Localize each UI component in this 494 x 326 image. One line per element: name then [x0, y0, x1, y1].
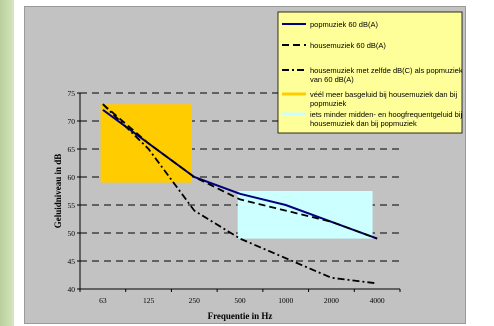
legend-label: popmuziek 60 dB(A) — [310, 20, 378, 29]
legend-label: iets minder midden- en hoogfrequentgelui… — [310, 110, 463, 128]
x-tick-label: 63 — [99, 296, 107, 305]
y-tick-label: 60 — [68, 173, 76, 182]
y-axis-title: Geluidniveau in dB — [53, 154, 63, 229]
y-tick-label: 65 — [68, 145, 76, 154]
x-axis-title: Frequentie in Hz — [208, 311, 273, 321]
x-tick-label: 4000 — [370, 296, 385, 305]
x-tick-label: 125 — [143, 296, 155, 305]
y-tick-label: 70 — [68, 117, 76, 126]
series-line — [102, 103, 378, 285]
x-tick-label: 500 — [234, 296, 246, 305]
y-tick-label: 40 — [68, 285, 76, 294]
y-tick-label: 75 — [68, 89, 76, 98]
series-line — [102, 103, 378, 240]
y-tick-label: 55 — [68, 201, 76, 210]
decorative-sidebar — [0, 0, 14, 326]
legend-label: housemuziek 60 dB(A) — [310, 41, 386, 50]
y-tick-label: 45 — [68, 257, 76, 266]
x-tick-label: 1000 — [278, 296, 293, 305]
legend-label: véél meer basgeluid bij housemuziek dan … — [310, 90, 458, 108]
x-tick-label: 250 — [189, 296, 201, 305]
x-tick-label: 2000 — [324, 296, 339, 305]
legend-box — [277, 11, 463, 134]
legend-label: housemuziek met zelfde dB(C) als popmuzi… — [310, 66, 463, 84]
y-tick-label: 50 — [68, 229, 76, 238]
